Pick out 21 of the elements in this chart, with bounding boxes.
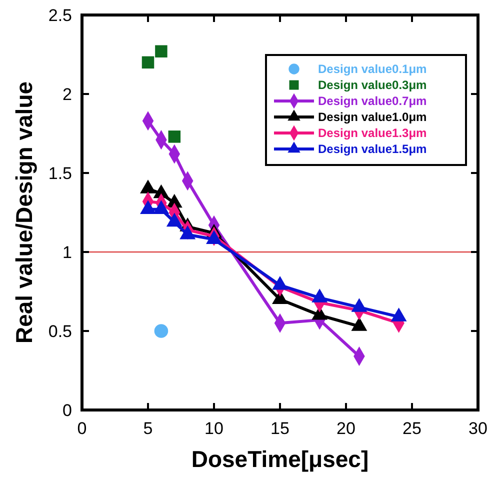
y-tick-label: 2 [62,85,72,104]
x-tick-label: 30 [468,419,488,438]
legend-label: Design value0.7μm [318,94,427,108]
x-tick-label: 25 [402,419,422,438]
x-axis-title: DoseTime[μsec] [191,446,369,472]
x-tick-label: 20 [336,419,356,438]
legend-label: Design value1.5μm [318,142,427,156]
y-tick-label: 1 [62,243,72,262]
x-tick-label: 0 [77,419,87,438]
y-tick-label: 2.5 [48,6,72,25]
y-tick-label: 0.5 [48,322,72,341]
y-axis-title: Real value/Design value [11,81,37,344]
y-tick-label: 1.5 [48,164,72,183]
x-tick-label: 15 [270,419,290,438]
x-tick-label: 5 [143,419,153,438]
y-tick-label: 0 [62,401,72,420]
legend-label: Design value1.0μm [318,110,427,124]
x-tick-label: 10 [204,419,224,438]
legend-label: Design value0.3μm [318,78,427,92]
legend-label: Design value0.1μm [318,62,427,76]
legend-label: Design value1.3μm [318,126,427,140]
